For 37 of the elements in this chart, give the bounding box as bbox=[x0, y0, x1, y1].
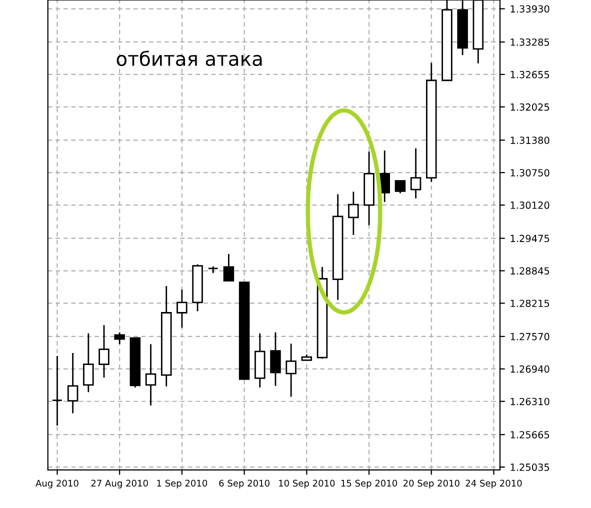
candlestick bbox=[270, 332, 281, 387]
x-tick-label: 1 Sep 2010 bbox=[157, 480, 208, 488]
candlestick bbox=[67, 352, 78, 414]
y-tick-label: 1.33930 bbox=[510, 5, 550, 13]
candlestick bbox=[223, 253, 234, 282]
candlestick bbox=[348, 190, 359, 236]
candlestick bbox=[394, 180, 406, 194]
y-tick-label: 1.29475 bbox=[510, 234, 550, 242]
x-tick-label: 24 Sep 2010 bbox=[466, 480, 522, 488]
y-tick-label: 1.32025 bbox=[510, 103, 550, 111]
x-tick-label: 6 Sep 2010 bbox=[219, 480, 270, 488]
y-tick-label: 1.26940 bbox=[510, 365, 550, 373]
y-tick-label: 1.33285 bbox=[510, 38, 550, 46]
y-tick-label: 1.28845 bbox=[510, 267, 550, 275]
candlestick bbox=[176, 288, 188, 328]
candlestick bbox=[145, 343, 156, 406]
y-tick-label: 1.28215 bbox=[510, 300, 550, 308]
annotation: отбитая атака bbox=[116, 50, 262, 66]
candlestick bbox=[83, 332, 94, 393]
y-tick-label: 1.31380 bbox=[510, 136, 550, 144]
y-tick-label: 1.30120 bbox=[510, 202, 550, 209]
y-tick-label: 1.30750 bbox=[510, 169, 550, 176]
x-tick-label: 15 Sep 2010 bbox=[341, 480, 398, 488]
y-tick-label: 1.25665 bbox=[510, 431, 550, 438]
y-tick-label: 1.32655 bbox=[510, 70, 550, 78]
y-tick-label: 1.27570 bbox=[510, 332, 550, 340]
candlestick bbox=[286, 342, 296, 398]
y-tick-label: 1.25035 bbox=[510, 464, 550, 471]
y-tick-label: 1.26310 bbox=[510, 398, 550, 406]
candlestick bbox=[52, 355, 63, 426]
candlestick bbox=[114, 332, 125, 345]
candlestick bbox=[410, 148, 422, 200]
x-tick-label: Aug 2010 bbox=[36, 480, 78, 488]
x-tick-label: 20 Sep 2010 bbox=[403, 480, 460, 488]
candlestick bbox=[98, 324, 110, 378]
x-tick-label: 27 Aug 2010 bbox=[91, 480, 148, 488]
x-tick-label: 10 Sep 2010 bbox=[279, 480, 335, 488]
